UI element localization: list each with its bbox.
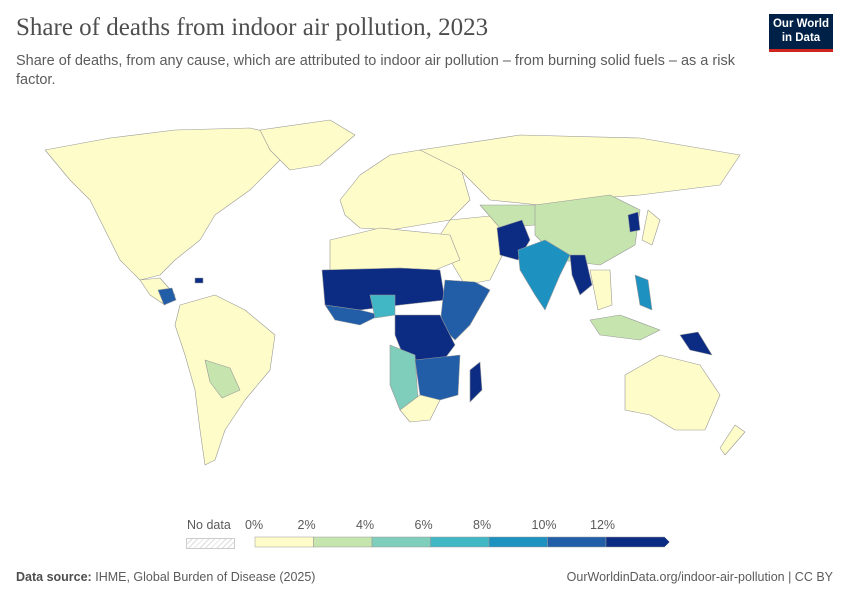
- region-new-zealand[interactable]: [719, 424, 746, 456]
- legend-tick-label: 0%: [245, 518, 264, 532]
- region-papua-new-guinea[interactable]: [679, 331, 713, 356]
- legend-tick-label: 2%: [297, 518, 316, 532]
- legend-tick-label: 8%: [473, 518, 492, 532]
- region-north-america[interactable]: [44, 127, 301, 281]
- region-haiti[interactable]: [194, 277, 204, 284]
- region-greenland[interactable]: [259, 119, 356, 171]
- world-map[interactable]: [0, 110, 850, 510]
- data-source: Data source: IHME, Global Burden of Dise…: [16, 570, 315, 584]
- region-guatemala-honduras[interactable]: [157, 287, 177, 306]
- region-north-africa[interactable]: [329, 227, 461, 271]
- legend-color-scale: [254, 536, 670, 548]
- region-europe[interactable]: [339, 149, 471, 231]
- source-url-link[interactable]: OurWorldinData.org/indoor-air-pollution …: [566, 570, 833, 584]
- legend-tick-label: 10%: [531, 518, 557, 532]
- region-india[interactable]: [517, 239, 571, 311]
- region-south-africa[interactable]: [399, 394, 441, 423]
- region-myanmar[interactable]: [569, 254, 593, 296]
- legend-tick-label: 6%: [414, 518, 433, 532]
- region-bolivia-paraguay[interactable]: [204, 359, 241, 399]
- legend-no-data-label: No data: [187, 518, 231, 532]
- region-southeast-africa[interactable]: [414, 354, 461, 401]
- region-southeast-asia[interactable]: [589, 269, 613, 311]
- source-text: IHME, Global Burden of Disease (2025): [95, 570, 316, 584]
- legend-bin-0[interactable]: [254, 536, 314, 548]
- region-philippines[interactable]: [634, 274, 653, 311]
- legend-bin-3[interactable]: [430, 536, 490, 548]
- source-label: Data source:: [16, 570, 92, 584]
- region-korea[interactable]: [627, 211, 641, 233]
- region-japan[interactable]: [641, 209, 661, 246]
- chart-title: Share of deaths from indoor air pollutio…: [16, 14, 489, 41]
- legend-bin-4[interactable]: [488, 536, 548, 548]
- legend-tick-label: 4%: [356, 518, 375, 532]
- legend-bin-2[interactable]: [371, 536, 431, 548]
- legend-tick-label: 12%: [590, 518, 616, 532]
- region-indonesia[interactable]: [589, 314, 661, 341]
- legend-bin-6[interactable]: [605, 536, 670, 548]
- region-australia[interactable]: [624, 354, 721, 431]
- region-china[interactable]: [534, 194, 641, 266]
- logo-text: Our World in Data: [772, 18, 829, 44]
- region-west-africa-coast[interactable]: [324, 304, 381, 326]
- region-russia[interactable]: [419, 134, 741, 206]
- legend-no-data-swatch: [186, 538, 235, 549]
- chart-subtitle: Share of deaths, from any cause, which a…: [16, 53, 735, 88]
- legend-bin-5[interactable]: [547, 536, 607, 548]
- owid-logo[interactable]: Our World in Data: [769, 14, 833, 52]
- legend-bin-1[interactable]: [313, 536, 373, 548]
- region-madagascar[interactable]: [469, 361, 483, 403]
